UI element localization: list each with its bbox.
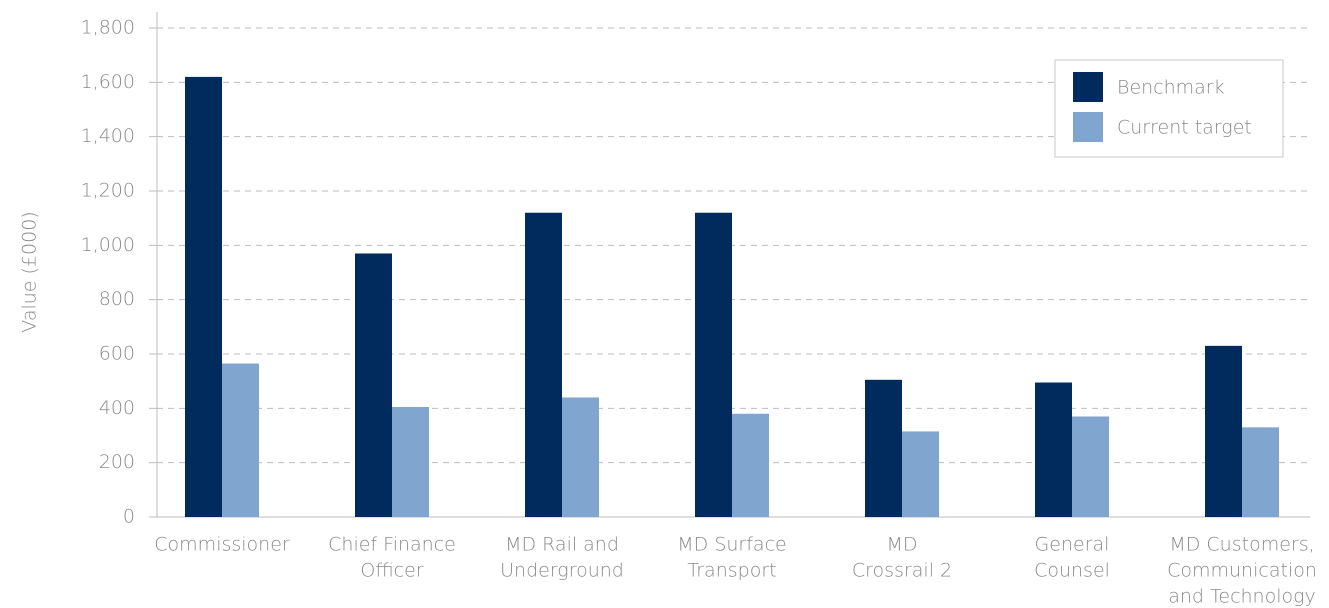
x-tick-label: Communication	[1167, 560, 1317, 582]
x-tick-label: MD Customers,	[1169, 534, 1314, 556]
y-tick-label: 1,000	[81, 234, 135, 256]
y-tick-label: 1,600	[81, 71, 135, 93]
bar	[185, 76, 222, 518]
x-tick-label: Underground	[500, 560, 624, 582]
x-tick-label: Chief Finance	[328, 534, 456, 556]
bar	[732, 413, 769, 517]
bar	[865, 379, 902, 517]
y-tick-label: 200	[99, 451, 135, 473]
bar	[355, 253, 392, 517]
bar	[902, 431, 939, 517]
bar	[1205, 345, 1242, 517]
y-tick-label: 800	[99, 288, 135, 310]
x-tick-label: Counsel	[1034, 560, 1110, 582]
bar	[1242, 427, 1279, 517]
x-tick-label: Transport	[687, 560, 776, 582]
legend-swatch	[1073, 112, 1103, 142]
legend-label: Current target	[1117, 117, 1252, 139]
bar	[1072, 416, 1109, 517]
x-tick-label: Crossrail 2	[852, 560, 952, 582]
bar	[562, 397, 599, 517]
x-tick-label: MD Surface	[677, 534, 786, 556]
legend-label: Benchmark	[1117, 77, 1225, 99]
bar	[695, 212, 732, 517]
bar	[392, 406, 429, 517]
x-tick-label: Commissioner	[154, 534, 290, 556]
y-tick-label: 1,800	[81, 17, 135, 39]
x-tick-label: MD	[886, 534, 917, 556]
y-axis-label: Value (£000)	[19, 211, 41, 332]
x-tick-label: MD Rail and	[505, 534, 619, 556]
x-tick-label: General	[1035, 534, 1110, 556]
bar	[525, 212, 562, 517]
y-tick-label: 1,200	[81, 180, 135, 202]
y-tick-label: 400	[99, 397, 135, 419]
x-tick-label: and Technology	[1168, 586, 1316, 608]
y-tick-label: 600	[99, 343, 135, 365]
y-tick-label: 0	[123, 506, 135, 528]
bar	[1035, 382, 1072, 517]
y-tick-label: 1,400	[81, 125, 135, 147]
legend-swatch	[1073, 72, 1103, 102]
bar	[222, 363, 259, 517]
x-tick-label: Officer	[360, 560, 423, 582]
